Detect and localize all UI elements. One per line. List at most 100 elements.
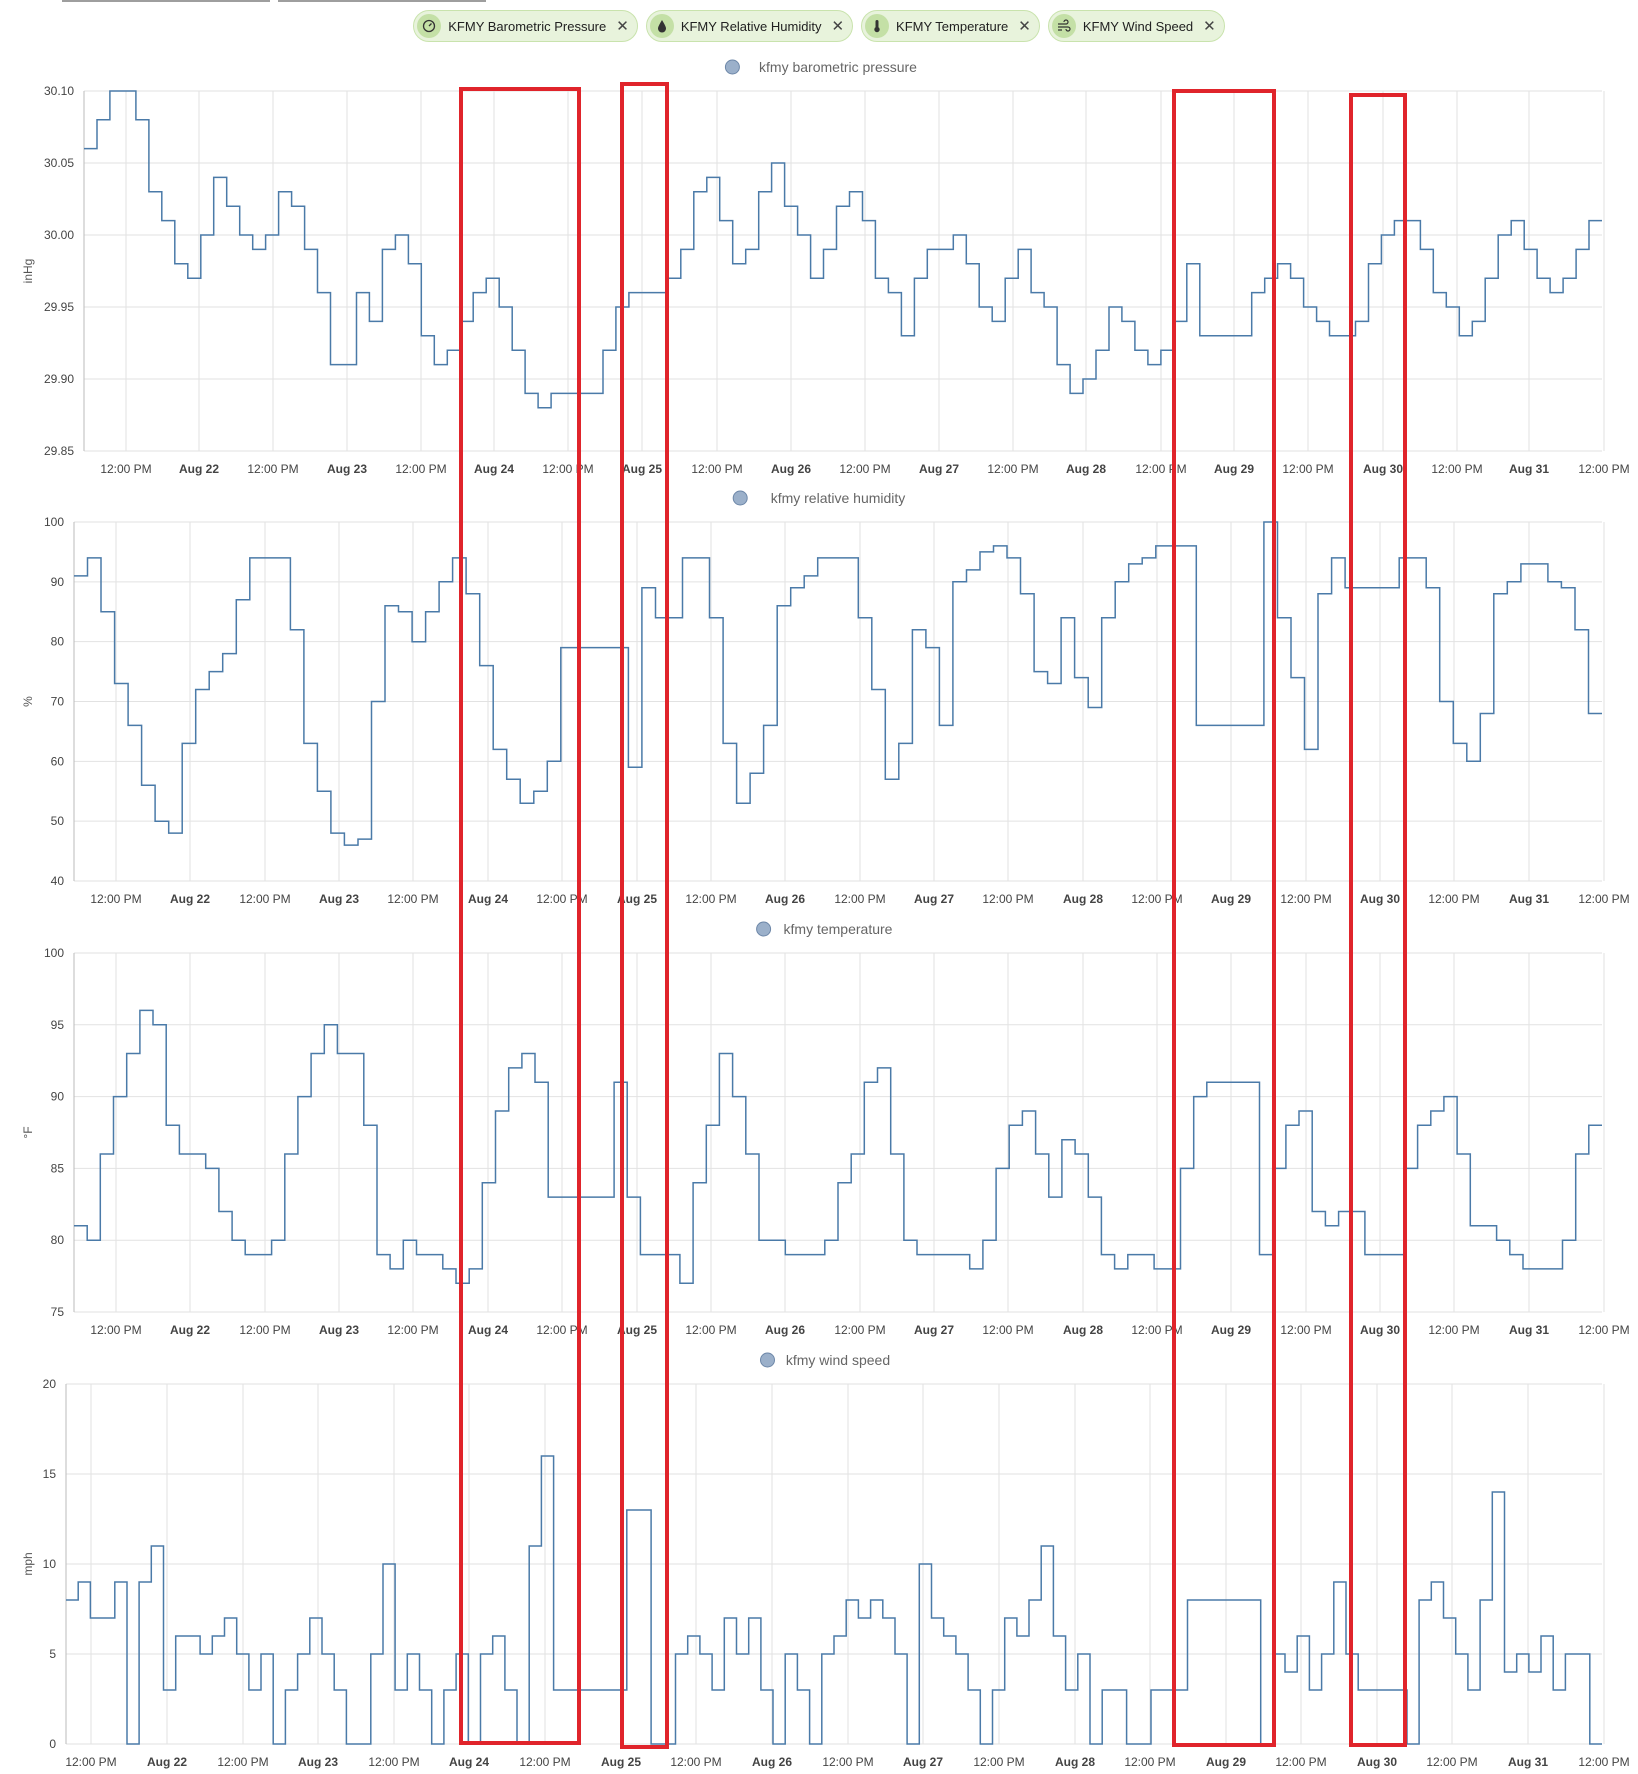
x-tick-label: 12:00 PM xyxy=(834,892,885,906)
x-tick-label: 12:00 PM xyxy=(90,1323,141,1337)
x-tick-label: Aug 28 xyxy=(1063,892,1103,906)
x-tick-label: 12:00 PM xyxy=(247,462,298,476)
x-tick-label: Aug 23 xyxy=(319,892,359,906)
series-line xyxy=(66,1455,1602,1745)
close-icon[interactable]: ✕ xyxy=(616,18,629,35)
x-tick-label: 12:00 PM xyxy=(1578,892,1629,906)
x-tick-label: Aug 23 xyxy=(298,1755,338,1769)
entity-chip-bar: KFMY Barometric Pressure ✕ KFMY Relative… xyxy=(0,10,1638,42)
x-tick-label: Aug 23 xyxy=(327,462,367,476)
x-tick-label: 12:00 PM xyxy=(1431,462,1482,476)
chip-label: KFMY Relative Humidity xyxy=(680,18,822,34)
x-tick-label: Aug 23 xyxy=(319,1323,359,1337)
water-drop-icon xyxy=(649,14,674,38)
x-tick-label: 12:00 PM xyxy=(1131,1323,1182,1337)
x-tick-label: 12:00 PM xyxy=(1428,1323,1479,1337)
x-tick-label: Aug 29 xyxy=(1214,462,1254,476)
x-tick-label: 12:00 PM xyxy=(387,892,438,906)
x-tick-label: 12:00 PM xyxy=(691,462,742,476)
chip-wind-speed[interactable]: KFMY Wind Speed ✕ xyxy=(1047,10,1225,42)
x-tick-label: Aug 24 xyxy=(468,1323,508,1337)
y-tick-label: 29.95 xyxy=(44,300,74,314)
series-line xyxy=(74,1009,1602,1285)
x-tick-label: 12:00 PM xyxy=(368,1755,419,1769)
x-tick-label: 12:00 PM xyxy=(239,1323,290,1337)
y-axis-label: °F xyxy=(21,1126,35,1138)
close-icon[interactable]: ✕ xyxy=(831,18,845,35)
x-tick-label: Aug 29 xyxy=(1206,1755,1246,1769)
x-tick-label: Aug 25 xyxy=(617,1323,657,1337)
x-tick-label: Aug 30 xyxy=(1360,1323,1400,1337)
legend-label: kfmy temperature xyxy=(784,921,893,937)
legend-marker xyxy=(756,921,772,937)
x-tick-label: Aug 24 xyxy=(468,892,508,906)
x-tick-label: Aug 22 xyxy=(147,1755,187,1769)
gridlines xyxy=(74,952,1605,1313)
y-tick-label: 90 xyxy=(51,1090,65,1104)
chip-relative-humidity[interactable]: KFMY Relative Humidity ✕ xyxy=(645,10,854,42)
tab-underline-2 xyxy=(278,0,486,2)
x-tick-label: 12:00 PM xyxy=(1428,892,1479,906)
chart-panel-2: 40 50 60 70 80 90 100 12:00 PM Aug 22 12:00 PM Aug… xyxy=(21,490,1630,906)
x-tick-label: Aug 26 xyxy=(752,1755,792,1769)
y-tick-label: 20 xyxy=(43,1377,57,1391)
x-tick-label: 12:00 PM xyxy=(685,892,736,906)
x-tick-label: 12:00 PM xyxy=(1578,1323,1629,1337)
x-tick-label: 12:00 PM xyxy=(982,1323,1033,1337)
y-tick-label: 29.85 xyxy=(44,444,74,458)
x-tick-label: 12:00 PM xyxy=(670,1755,721,1769)
x-tick-label: Aug 31 xyxy=(1509,1323,1549,1337)
close-icon[interactable]: ✕ xyxy=(1203,18,1216,35)
x-tick-label: Aug 24 xyxy=(449,1755,489,1769)
x-tick-label: Aug 22 xyxy=(179,462,219,476)
x-tick-label: 12:00 PM xyxy=(395,462,446,476)
x-tick-label: Aug 25 xyxy=(617,892,657,906)
x-tick-label: Aug 25 xyxy=(622,462,662,476)
x-tick-label: 12:00 PM xyxy=(1124,1755,1175,1769)
legend-marker xyxy=(724,59,740,75)
x-tick-label: Aug 29 xyxy=(1211,892,1251,906)
x-tick-label: Aug 27 xyxy=(903,1755,943,1769)
x-tick-label: 12:00 PM xyxy=(536,892,587,906)
x-tick-label: 12:00 PM xyxy=(1135,462,1186,476)
y-tick-label: 60 xyxy=(51,754,65,768)
x-tick-label: 12:00 PM xyxy=(822,1755,873,1769)
legend-marker xyxy=(760,1352,775,1368)
x-tick-label: Aug 26 xyxy=(771,462,811,476)
x-tick-label: 12:00 PM xyxy=(387,1323,438,1337)
legend-label: kfmy wind speed xyxy=(786,1352,890,1368)
x-tick-label: Aug 30 xyxy=(1363,462,1403,476)
chip-temperature[interactable]: KFMY Temperature ✕ xyxy=(861,10,1040,42)
gauge-icon xyxy=(417,14,442,38)
x-tick-label: 12:00 PM xyxy=(536,1323,587,1337)
close-icon[interactable]: ✕ xyxy=(1018,18,1031,35)
y-tick-label: 80 xyxy=(51,635,65,649)
y-tick-label: 85 xyxy=(51,1161,65,1175)
y-tick-label: 100 xyxy=(44,946,64,960)
gap-highlight-box xyxy=(1349,93,1407,1747)
y-tick-label: 90 xyxy=(51,575,65,589)
x-tick-label: Aug 30 xyxy=(1357,1755,1397,1769)
x-tick-label: 12:00 PM xyxy=(987,462,1038,476)
x-tick-label: 12:00 PM xyxy=(1280,1323,1331,1337)
x-tick-label: 12:00 PM xyxy=(834,1323,885,1337)
x-tick-label: Aug 28 xyxy=(1066,462,1106,476)
y-tick-label: 0 xyxy=(49,1737,56,1751)
gap-highlight-annotations xyxy=(459,82,1407,1749)
gap-highlight-box xyxy=(620,82,669,1749)
x-tick-label: Aug 31 xyxy=(1509,462,1549,476)
y-tick-label: 40 xyxy=(51,874,65,888)
tab-underline-1 xyxy=(62,0,270,2)
top-tab-underlines xyxy=(62,0,486,4)
x-tick-label: Aug 26 xyxy=(765,892,805,906)
y-tick-label: 30.10 xyxy=(44,84,74,98)
x-tick-label: Aug 24 xyxy=(474,462,514,476)
x-tick-label: Aug 22 xyxy=(170,1323,210,1337)
y-tick-label: 10 xyxy=(43,1557,57,1571)
y-axis-label: inHg xyxy=(21,259,35,284)
wind-icon xyxy=(1051,14,1076,38)
x-tick-label: Aug 25 xyxy=(601,1755,641,1769)
chart-panel-4: 0 5 10 15 20 12:00 PM Aug 22 12:00 PM Aug 23 12:0… xyxy=(21,1352,1630,1769)
chip-barometric-pressure[interactable]: KFMY Barometric Pressure ✕ xyxy=(413,10,638,42)
x-tick-label: 12:00 PM xyxy=(1578,462,1629,476)
